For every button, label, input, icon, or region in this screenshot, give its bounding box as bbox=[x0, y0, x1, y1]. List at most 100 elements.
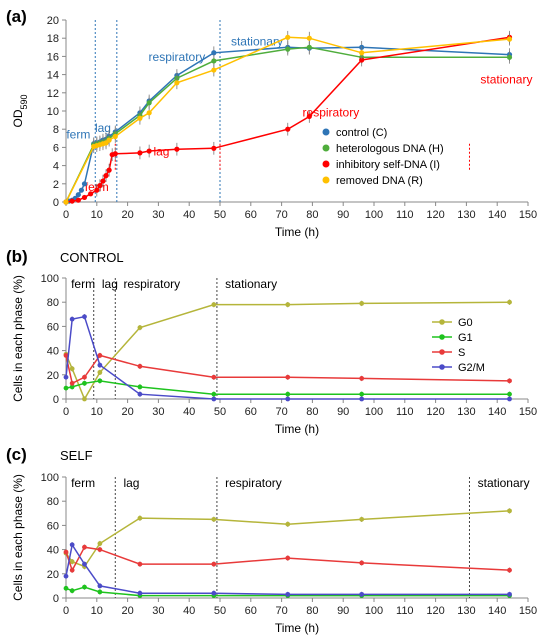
data-point bbox=[285, 126, 291, 132]
series-line bbox=[65, 36, 510, 203]
x-tick-label: 0 bbox=[63, 605, 69, 617]
data-point bbox=[359, 516, 365, 522]
x-tick-label: 30 bbox=[152, 209, 164, 221]
x-tick-label: 80 bbox=[306, 209, 318, 221]
series-removed-dna-r- bbox=[63, 30, 513, 205]
phase-annotation: stationary bbox=[480, 73, 532, 87]
y-tick-label: 4 bbox=[53, 161, 59, 173]
y-tick-label: 20 bbox=[47, 569, 59, 581]
data-point bbox=[211, 590, 217, 596]
legend-label: inhibitory self-DNA (I) bbox=[336, 159, 440, 171]
chart-panel-b: (b) CONTROL 0 10 20 30 40 50 60 70 80 90 100 110 120 13… bbox=[6, 247, 537, 436]
x-tick-label: 40 bbox=[183, 605, 195, 617]
series-line bbox=[65, 36, 510, 203]
panel-label: (a) bbox=[6, 7, 27, 26]
data-point bbox=[306, 44, 312, 50]
legend-label: control (C) bbox=[336, 127, 387, 139]
y-tick-label: 80 bbox=[47, 496, 59, 508]
data-point bbox=[211, 67, 217, 73]
data-point bbox=[211, 58, 217, 64]
data-point bbox=[82, 561, 87, 567]
x-tick-label: 100 bbox=[365, 406, 383, 418]
y-axis-title: Cells in each phase (%) bbox=[11, 275, 25, 402]
panel-label: (c) bbox=[6, 445, 27, 464]
y-tick-label: 6 bbox=[53, 142, 59, 154]
y-tick-label: 16 bbox=[47, 51, 59, 63]
y-tick-label: 40 bbox=[47, 545, 59, 557]
x-axis-title: Time (h) bbox=[275, 422, 319, 436]
data-point bbox=[137, 561, 143, 567]
legend-marker bbox=[439, 364, 445, 370]
chart-panel-c: (c) SELF 0 10 20 30 40 50 60 70 80 90 100 110 120 130 14… bbox=[6, 445, 537, 635]
data-point bbox=[97, 589, 103, 595]
data-point bbox=[285, 521, 291, 527]
x-tick-label: 110 bbox=[396, 605, 414, 617]
data-point bbox=[63, 549, 69, 555]
x-tick-label: 60 bbox=[245, 209, 257, 221]
data-point bbox=[137, 515, 143, 521]
phase-label: ferm bbox=[71, 277, 95, 291]
data-point bbox=[285, 396, 291, 402]
x-tick-label: 130 bbox=[457, 605, 475, 617]
data-point bbox=[137, 363, 143, 369]
legend-marker bbox=[322, 160, 330, 168]
data-point bbox=[507, 591, 512, 597]
data-point bbox=[211, 374, 217, 380]
data-point bbox=[75, 197, 81, 203]
y-tick-label: 14 bbox=[47, 70, 59, 82]
phase-label: stationary bbox=[225, 277, 277, 291]
data-point bbox=[306, 35, 312, 41]
data-point bbox=[63, 585, 69, 591]
x-tick-label: 150 bbox=[519, 406, 537, 418]
x-tick-label: 80 bbox=[306, 605, 318, 617]
data-point bbox=[211, 516, 217, 522]
legend-marker bbox=[322, 144, 330, 152]
data-point bbox=[69, 588, 75, 594]
data-point bbox=[69, 316, 75, 322]
y-tick-label: 8 bbox=[53, 124, 59, 136]
data-point bbox=[63, 573, 69, 579]
data-point bbox=[137, 391, 143, 397]
series-s bbox=[63, 352, 512, 386]
phase-annotation: lag bbox=[95, 121, 111, 135]
x-tick-label: 90 bbox=[337, 209, 349, 221]
x-tick-label: 140 bbox=[488, 209, 506, 221]
panel-title: CONTROL bbox=[60, 250, 124, 265]
x-tick-label: 40 bbox=[183, 209, 195, 221]
data-point bbox=[94, 187, 100, 193]
legend-marker bbox=[439, 319, 445, 325]
data-point bbox=[506, 36, 513, 42]
data-point bbox=[112, 133, 118, 140]
data-point bbox=[146, 148, 152, 154]
data-point bbox=[359, 391, 365, 397]
data-point bbox=[137, 590, 143, 596]
legend-marker bbox=[439, 334, 445, 340]
data-point bbox=[75, 192, 81, 198]
panel-label: (b) bbox=[6, 247, 28, 266]
y-axis-title-subscript: 590 bbox=[19, 94, 29, 109]
legend-label: G2/M bbox=[458, 362, 485, 374]
data-point bbox=[146, 100, 152, 106]
x-tick-label: 70 bbox=[275, 406, 287, 418]
data-point bbox=[97, 541, 103, 546]
data-point bbox=[82, 374, 87, 380]
y-axis-title: OD590 bbox=[11, 94, 29, 127]
x-tick-label: 130 bbox=[457, 209, 475, 221]
x-tick-label: 60 bbox=[245, 406, 257, 418]
x-tick-label: 10 bbox=[91, 406, 103, 418]
series-heterologous-dna-h- bbox=[63, 40, 513, 205]
x-tick-label: 10 bbox=[91, 605, 103, 617]
x-axis-title: Time (h) bbox=[275, 621, 319, 635]
data-point bbox=[507, 508, 512, 514]
legend-label: removed DNA (R) bbox=[336, 175, 423, 187]
y-tick-label: 0 bbox=[53, 593, 59, 605]
series-g1 bbox=[63, 378, 512, 397]
x-tick-label: 50 bbox=[214, 209, 226, 221]
phase-label: lag bbox=[102, 277, 118, 291]
x-tick-label: 70 bbox=[275, 605, 287, 617]
series-g2-m bbox=[63, 542, 512, 598]
data-point bbox=[81, 194, 88, 201]
data-point bbox=[137, 325, 143, 331]
data-point bbox=[174, 80, 180, 86]
x-tick-label: 80 bbox=[306, 406, 318, 418]
